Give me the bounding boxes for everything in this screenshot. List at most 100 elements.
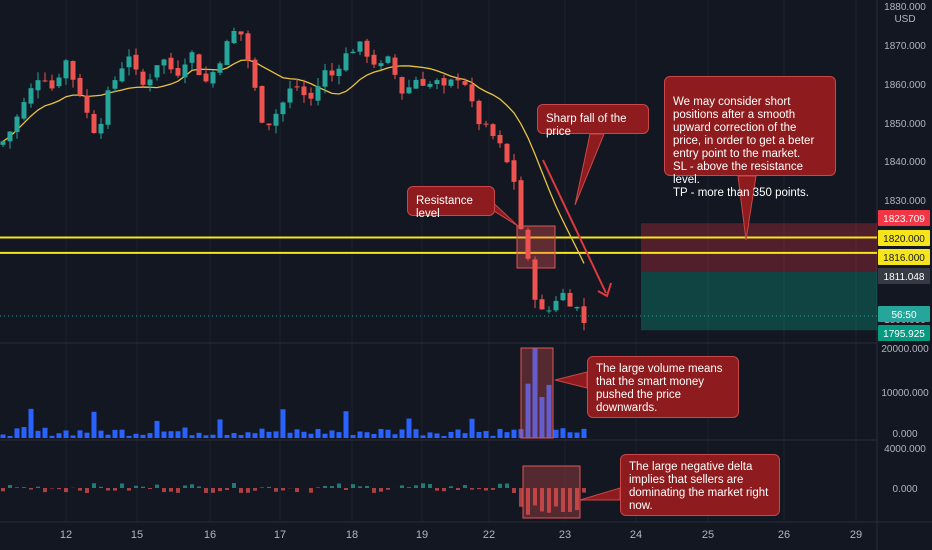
delta-bar-50 — [351, 484, 355, 488]
candle-body-58 — [406, 87, 412, 94]
delta-bar-9 — [64, 488, 68, 493]
volume-bar-76 — [532, 348, 538, 438]
candle-body-2 — [14, 116, 20, 133]
candle-body-17 — [119, 68, 125, 82]
delta-bar-65 — [456, 488, 460, 491]
candle-body-11 — [77, 77, 83, 96]
candle-body-28 — [196, 54, 202, 76]
candle-body-0 — [0, 141, 6, 145]
delta-bar-45 — [316, 487, 320, 488]
moving-average-line — [2, 59, 585, 264]
candle-body-40 — [280, 102, 286, 115]
pointer-sharp-fall — [574, 133, 605, 206]
delta-bar-73 — [512, 488, 516, 493]
volume-bar-41 — [287, 432, 293, 438]
candle-body-24 — [168, 57, 174, 70]
candle-body-42 — [294, 86, 300, 88]
delta-bar-69 — [484, 488, 488, 491]
delta-bar-71 — [498, 483, 502, 488]
volume-bar-33 — [231, 433, 237, 438]
volume-bar-48 — [336, 432, 342, 438]
candle-body-7 — [49, 80, 55, 89]
price-tick-4: 1840.000 — [884, 157, 926, 168]
x-tick-5: 19 — [416, 529, 428, 541]
candle-body-76 — [532, 259, 538, 300]
candle-body-13 — [91, 113, 97, 134]
delta-bar-46 — [323, 485, 327, 488]
volume-bar-17 — [119, 429, 125, 438]
volume-bar-56 — [392, 434, 398, 438]
candle-body-8 — [56, 77, 62, 87]
fall-arrow-line — [542, 159, 607, 294]
delta-bar-57 — [400, 485, 404, 488]
delta-bar-72 — [505, 483, 509, 488]
volume-bar-31 — [217, 419, 223, 438]
delta-bar-48 — [337, 483, 341, 488]
price-tick-3: 1850.000 — [884, 119, 926, 130]
note-resistance: Resistance level — [407, 186, 495, 220]
candle-body-41 — [287, 88, 293, 103]
candle-body-52 — [364, 40, 370, 57]
candle-body-36 — [252, 59, 258, 88]
candle-body-64 — [448, 79, 454, 86]
volume-bar-71 — [497, 428, 503, 438]
delta-bar-82 — [575, 488, 579, 511]
candle-body-65 — [455, 78, 461, 81]
note-volume: The large volume means that the smart mo… — [587, 356, 739, 418]
candle-body-82 — [574, 307, 580, 309]
candle-body-80 — [560, 292, 566, 301]
delta-bar-13 — [92, 483, 96, 488]
note-sharp-fall: Sharp fall of the price — [537, 104, 649, 138]
candle-body-72 — [504, 143, 510, 163]
volume-bar-72 — [504, 432, 510, 438]
delta-bar-37 — [260, 487, 264, 488]
volume-bar-44 — [308, 433, 314, 438]
candle-body-9 — [63, 60, 69, 79]
note-delta: The large negative delta implies that se… — [620, 454, 780, 516]
volume-bar-58 — [406, 418, 412, 438]
candle-body-59 — [413, 79, 419, 89]
delta-highlight — [522, 465, 581, 519]
candle-body-30 — [210, 72, 216, 84]
volume-bar-78 — [546, 384, 552, 438]
currency-label: USD — [894, 14, 915, 25]
volume-bar-46 — [322, 433, 328, 438]
volume-highlight — [520, 347, 554, 439]
candle-body-60 — [420, 78, 426, 86]
candle-body-23 — [161, 59, 167, 66]
delta-bar-17 — [120, 483, 124, 488]
delta-bar-2 — [15, 487, 19, 488]
candle-body-10 — [70, 61, 76, 80]
delta-bar-40 — [281, 488, 285, 491]
candle-body-47 — [329, 70, 335, 76]
delta-bar-21 — [148, 488, 152, 490]
delta-bar-78 — [547, 488, 551, 513]
candle-body-18 — [126, 56, 132, 68]
candle-body-34 — [238, 31, 244, 35]
volume-bar-4 — [28, 408, 34, 438]
volume-bar-38 — [266, 431, 272, 438]
volume-bar-62 — [434, 433, 440, 438]
candle-body-61 — [427, 83, 433, 87]
volume-bar-73 — [511, 429, 517, 438]
price-badge-3 — [878, 268, 930, 284]
candle-body-21 — [147, 79, 153, 86]
delta-bar-23 — [162, 488, 166, 493]
delta-bar-30 — [211, 488, 215, 493]
volume-bar-25 — [175, 431, 181, 438]
delta-bar-3 — [22, 487, 26, 488]
x-tick-3: 17 — [274, 529, 286, 541]
delta-bar-79 — [554, 488, 558, 507]
candle-body-63 — [441, 78, 447, 86]
volume-bar-83 — [581, 428, 587, 438]
volume-bar-24 — [168, 431, 174, 438]
delta-bar-0 — [1, 488, 5, 492]
note-sharp-fall-text: Sharp fall of the price — [546, 113, 627, 138]
delta-bar-7 — [50, 488, 54, 489]
resistance-highlight — [516, 225, 556, 269]
delta-bar-59 — [414, 485, 418, 488]
candle-body-25 — [175, 67, 181, 76]
delta-bar-52 — [365, 485, 369, 488]
volume-bar-2 — [14, 428, 20, 438]
